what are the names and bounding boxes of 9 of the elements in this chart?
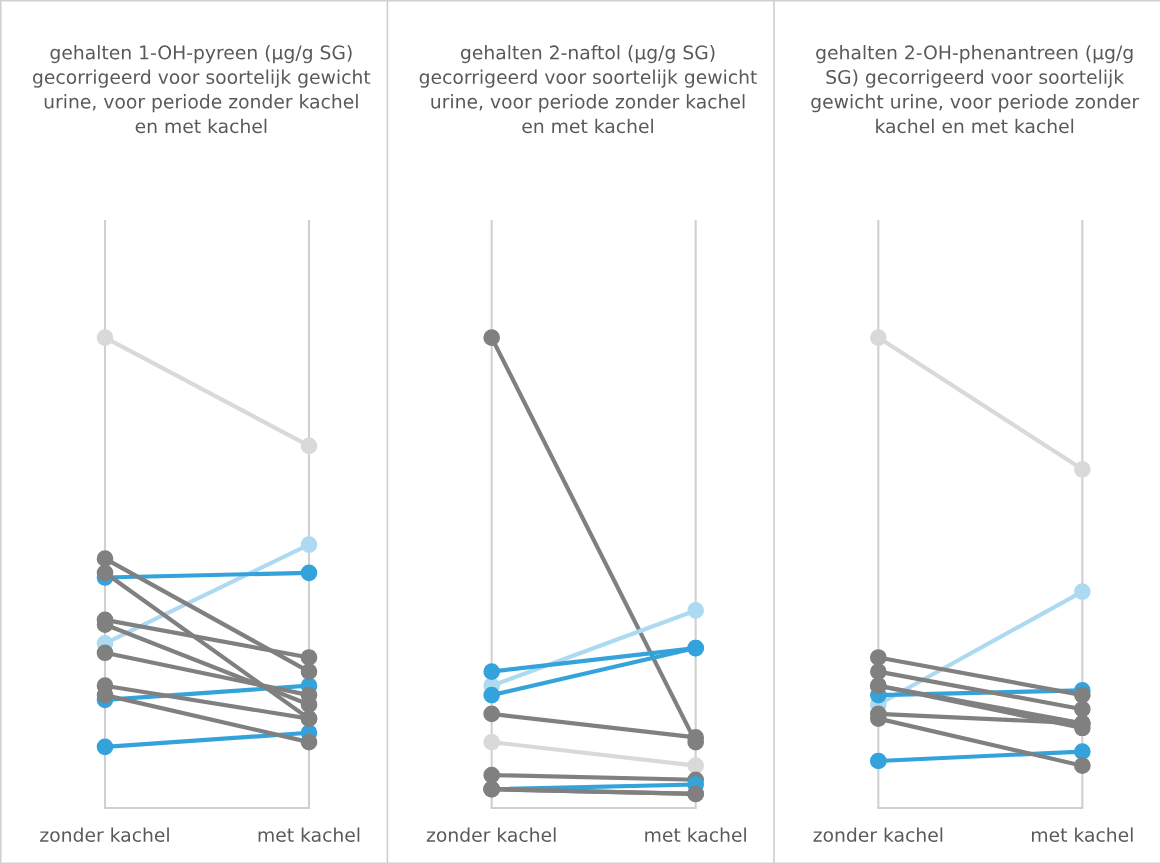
x-tick-label: zonder kachel (426, 827, 556, 842)
x-tick-label: zonder kachel (813, 827, 943, 842)
chart-title: gehalten 2-OH-phenantreen (µg/g SG) gecorrigeerd voor soortelijk gewicht urine, voor periode zonder kachel en met kachel (811, 45, 1140, 134)
x-tick-label: zonder kachel (40, 827, 169, 842)
chart-title: gehalten 1-OH-pyreen (µg/g SG) gecorrigeerd voor soortelijk gewicht urine, voor periode zonder kachel en met kachel (33, 45, 371, 134)
x-tick-label: met kachel (1032, 827, 1133, 842)
x-tick-label: met kachel (258, 827, 360, 842)
x-tick-label: met kachel (645, 827, 746, 842)
chart-title: gehalten 2-naftol (µg/g SG) gecorrigeerd voor soortelijk gewicht urine, voor periode zonder kachel en met kachel (419, 45, 757, 134)
